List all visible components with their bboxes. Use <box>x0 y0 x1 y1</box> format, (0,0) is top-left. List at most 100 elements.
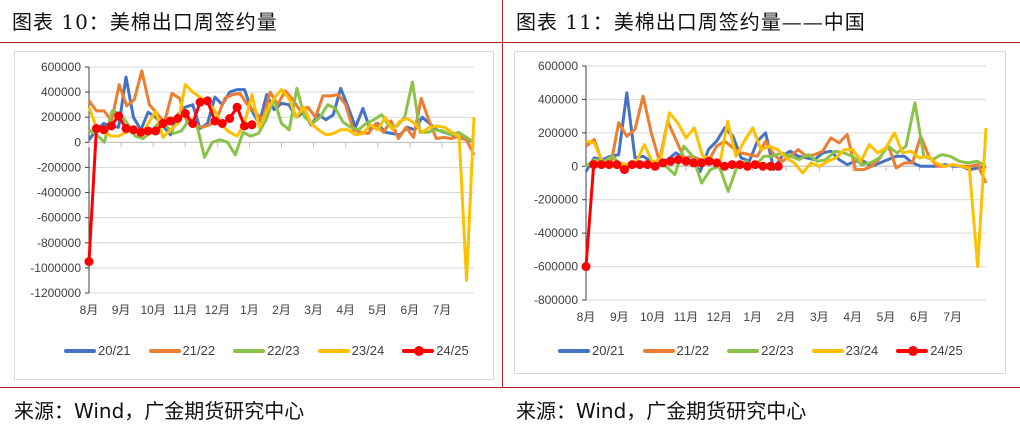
data-point <box>180 109 190 118</box>
data-point <box>165 116 175 126</box>
x-tick-label: 5月 <box>877 310 896 324</box>
data-point <box>232 102 242 112</box>
series-line-24-25 <box>584 158 779 267</box>
x-tick-label: 1月 <box>240 303 259 317</box>
right-chart-frame <box>514 51 1006 374</box>
x-tick-label: 10月 <box>140 303 165 317</box>
y-tick-label: 200000 <box>538 126 578 140</box>
legend-item-2021: 20/21 <box>558 343 625 358</box>
data-point <box>758 161 768 171</box>
data-point <box>750 160 760 170</box>
y-tick-label: -800000 <box>534 293 578 307</box>
y-tick-label: -600000 <box>37 211 81 225</box>
legend-item-2223: 22/23 <box>727 343 794 358</box>
x-tick-label: 4月 <box>336 303 355 317</box>
x-tick-label: 7月 <box>943 310 962 324</box>
y-tick-label: -400000 <box>37 186 81 200</box>
data-point <box>612 160 622 170</box>
data-point <box>195 97 205 107</box>
y-tick-label: -1200000 <box>30 286 81 300</box>
data-point <box>84 257 94 267</box>
data-point <box>106 121 116 131</box>
x-tick-label: 4月 <box>843 310 862 324</box>
data-point <box>188 119 198 128</box>
y-tick-label: 0 <box>571 159 578 173</box>
x-tick-label: 12月 <box>205 303 230 317</box>
x-tick-label: 3月 <box>304 303 323 317</box>
x-tick-label: 12月 <box>707 310 732 324</box>
data-point <box>217 119 227 128</box>
data-point <box>247 120 257 130</box>
left-source-note: 来源：Wind，广金期货研究中心 <box>14 399 305 423</box>
data-point <box>650 161 660 171</box>
data-point <box>773 161 783 171</box>
x-tick-label: 9月 <box>610 310 629 324</box>
data-point <box>596 160 606 170</box>
legend-item-2425: 24/25 <box>402 343 469 358</box>
left-chart-title: 图表 10：美棉出口周签约量 <box>12 10 278 34</box>
data-point <box>91 124 101 133</box>
data-point <box>727 160 737 170</box>
y-tick-label: -400000 <box>534 226 578 240</box>
data-point <box>681 156 691 166</box>
legend-item-2324: 23/24 <box>811 343 878 358</box>
data-point <box>704 156 714 166</box>
data-point <box>712 158 722 168</box>
data-point <box>136 127 146 137</box>
y-tick-label: -200000 <box>534 193 578 207</box>
data-point <box>696 158 706 168</box>
data-point <box>173 114 183 123</box>
series-line-23-24 <box>585 111 988 269</box>
data-point <box>581 262 591 272</box>
x-tick-label: 9月 <box>112 303 131 317</box>
y-tick-label: 200000 <box>41 110 81 124</box>
data-point <box>627 160 637 170</box>
data-point <box>210 116 220 126</box>
data-point <box>689 158 699 168</box>
data-point <box>151 126 161 136</box>
legend-item-2324: 23/24 <box>317 343 384 358</box>
series-line-21-22 <box>87 69 476 156</box>
data-point <box>158 119 168 128</box>
x-tick-label: 3月 <box>810 310 829 324</box>
legend-item-2425: 24/25 <box>896 343 963 358</box>
x-tick-label: 5月 <box>368 303 387 317</box>
left-chart: 600000 400000 200000 0 -200000 -400000 -600000… <box>30 60 476 317</box>
x-tick-label: 2月 <box>272 303 291 317</box>
y-tick-label: -800000 <box>37 236 81 250</box>
data-point <box>635 160 645 170</box>
data-point <box>203 96 212 106</box>
data-point <box>673 155 683 165</box>
right-chart-title: 图表 11：美棉出口周签约量——中国 <box>516 10 866 34</box>
x-tick-label: 11月 <box>173 303 197 317</box>
data-point <box>143 126 153 136</box>
data-point <box>643 160 652 170</box>
x-tick-label: 8月 <box>577 310 596 324</box>
y-tick-label: 0 <box>74 135 81 149</box>
y-tick-label: 400000 <box>41 85 81 99</box>
data-point <box>735 160 745 170</box>
x-tick-label: 6月 <box>400 303 419 317</box>
x-tick-label: 11月 <box>674 310 698 324</box>
data-point <box>225 114 235 123</box>
right-legend: 20/21 21/22 22/23 23/24 24/25 <box>558 343 981 358</box>
x-tick-label: 2月 <box>777 310 796 324</box>
data-point <box>604 160 614 170</box>
bottom-divider <box>0 387 1020 388</box>
x-tick-label: 10月 <box>640 310 665 324</box>
legend-item-2223: 22/23 <box>233 343 300 358</box>
legend-item-2021: 20/21 <box>64 343 131 358</box>
x-tick-label: 8月 <box>80 303 99 317</box>
data-point <box>720 161 729 171</box>
top-divider <box>0 42 1020 43</box>
legend-item-2122: 21/22 <box>148 343 215 358</box>
data-point <box>666 156 676 166</box>
data-point <box>240 121 249 131</box>
data-point <box>121 124 131 133</box>
legend-item-2122: 21/22 <box>642 343 709 358</box>
data-point <box>114 111 124 121</box>
y-tick-label: 600000 <box>538 59 578 73</box>
y-tick-label: -1000000 <box>30 261 81 275</box>
center-divider <box>502 0 503 387</box>
data-point <box>620 165 629 175</box>
